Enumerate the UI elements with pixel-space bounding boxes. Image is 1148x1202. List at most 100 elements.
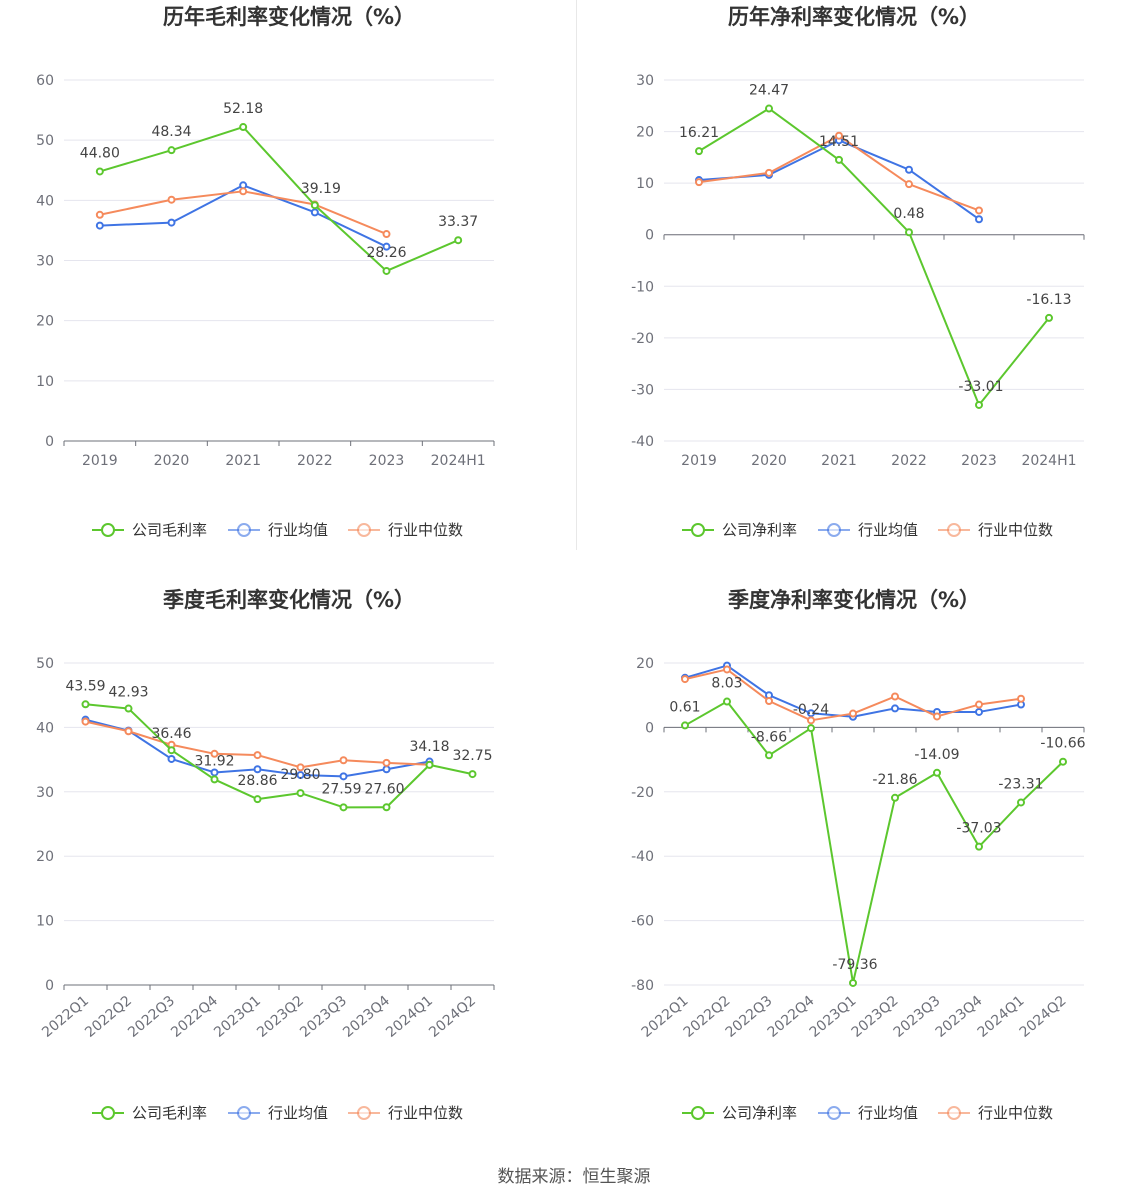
y-tick-label: 30 [36,785,54,801]
x-tick-label: 2022Q4 [168,993,221,1041]
data-point [905,165,913,174]
data-label: -37.03 [956,821,1001,837]
data-point [454,236,463,245]
legend-swatch-marker [947,1106,961,1120]
data-label: -0.24 [793,702,829,718]
legend-item: 行业中位数 [938,1104,1053,1122]
y-tick-label: 0 [645,720,654,736]
data-point [167,218,176,227]
legend-item: 公司净利率 [682,521,797,539]
x-tick-label: 2023 [961,453,997,469]
data-point [382,803,391,812]
series-line-company [684,700,1064,984]
legend-item: 公司毛利率 [92,1104,207,1122]
data-source-note: 数据来源：恒生聚源 [497,1167,651,1187]
y-tick-label: 40 [36,193,54,209]
legend-item: 公司毛利率 [92,521,207,539]
data-point [81,717,90,726]
legend-swatch-marker [947,523,961,537]
data-label: 43.59 [65,678,105,694]
data-point [167,746,176,755]
y-tick-label: -20 [631,331,654,347]
legend-label: 行业均值 [858,521,918,539]
data-label: -14.09 [914,747,959,763]
data-point [124,727,133,736]
legend-swatch-marker [691,523,705,537]
data-label: -8.66 [751,729,787,745]
legend-label: 行业中位数 [978,1104,1053,1122]
legend-label: 行业中位数 [388,1104,463,1122]
data-point [1045,313,1053,322]
data-point [695,178,703,187]
data-point [765,168,773,177]
y-tick-label: 30 [636,73,654,89]
x-tick-label: 2024H1 [431,453,486,469]
y-tick-label: 50 [36,656,54,672]
y-tick-label: -40 [631,434,654,450]
legend-item: 行业均值 [818,521,918,539]
data-point [975,842,983,851]
data-point [975,206,983,215]
x-tick-label: 2020 [751,453,787,469]
data-point [807,724,815,733]
data-label: 27.60 [364,781,404,797]
data-point [253,765,262,774]
data-point [891,692,899,701]
data-label: 16.21 [679,125,719,141]
x-tick-label: 2019 [681,453,717,469]
data-label: 28.26 [366,245,406,261]
data-label: 14.51 [819,134,859,150]
legend-label: 行业均值 [268,1104,328,1122]
legend-item: 行业均值 [818,1104,918,1122]
data-point [835,155,843,164]
chart-title: 历年净利率变化情况（%） [728,5,980,29]
legend-item: 行业均值 [228,521,328,539]
data-point [339,756,348,765]
y-tick-label: -60 [631,914,654,930]
data-point [765,751,773,760]
x-tick-label: 2019 [82,453,118,469]
data-label: 52.18 [223,101,263,117]
legend-swatch-marker [827,1106,841,1120]
data-point [81,700,90,709]
data-point [849,978,857,987]
chart-svg: 季度净利率变化情况（%）-80-60-40-200202022Q12022Q22… [631,588,1086,1122]
data-point [905,180,913,189]
chart-title: 季度净利率变化情况（%） [728,588,980,612]
data-point [210,775,219,784]
data-point [807,716,815,725]
series-line-industry-average [698,139,980,221]
data-point [1059,757,1067,766]
y-tick-label: 10 [36,914,54,930]
x-tick-label: 2023Q3 [297,993,350,1041]
series-line-company [85,703,473,809]
chart-svg: 历年净利率变化情况（%） -40 -30 -20 -10 0 10 20 30 2019 2020 2… [631,5,1085,539]
data-label: 42.93 [108,685,148,701]
data-point [425,760,434,769]
x-tick-label: 2023Q4 [340,993,393,1041]
y-tick-label: -30 [631,382,654,398]
legend-label: 行业均值 [268,521,328,539]
legend-item: 公司净利率 [682,1104,797,1122]
data-point [849,709,857,718]
x-tick-label: 2023Q3 [891,993,944,1041]
data-point [695,147,703,156]
x-tick-label: 2023Q1 [807,993,860,1041]
series-line-company [698,107,1050,406]
legend-swatch-marker [357,523,371,537]
legend-swatch-marker [827,523,841,537]
data-point [210,749,219,758]
series-line-industry-median [99,190,387,235]
data-point [210,768,219,777]
data-label: 29.80 [280,767,320,783]
data-point [382,230,391,239]
data-label: 36.46 [151,726,191,742]
x-tick-label: 2020 [154,453,190,469]
x-tick-label: 2023Q2 [254,993,307,1041]
y-tick-label: 10 [636,176,654,192]
legend-swatch-marker [691,1106,705,1120]
x-tick-label: 2022Q2 [681,993,734,1041]
chart-title: 历年毛利率变化情况（%） [163,5,415,29]
legend-swatch-marker [101,1106,115,1120]
data-label: 28.86 [237,773,277,789]
